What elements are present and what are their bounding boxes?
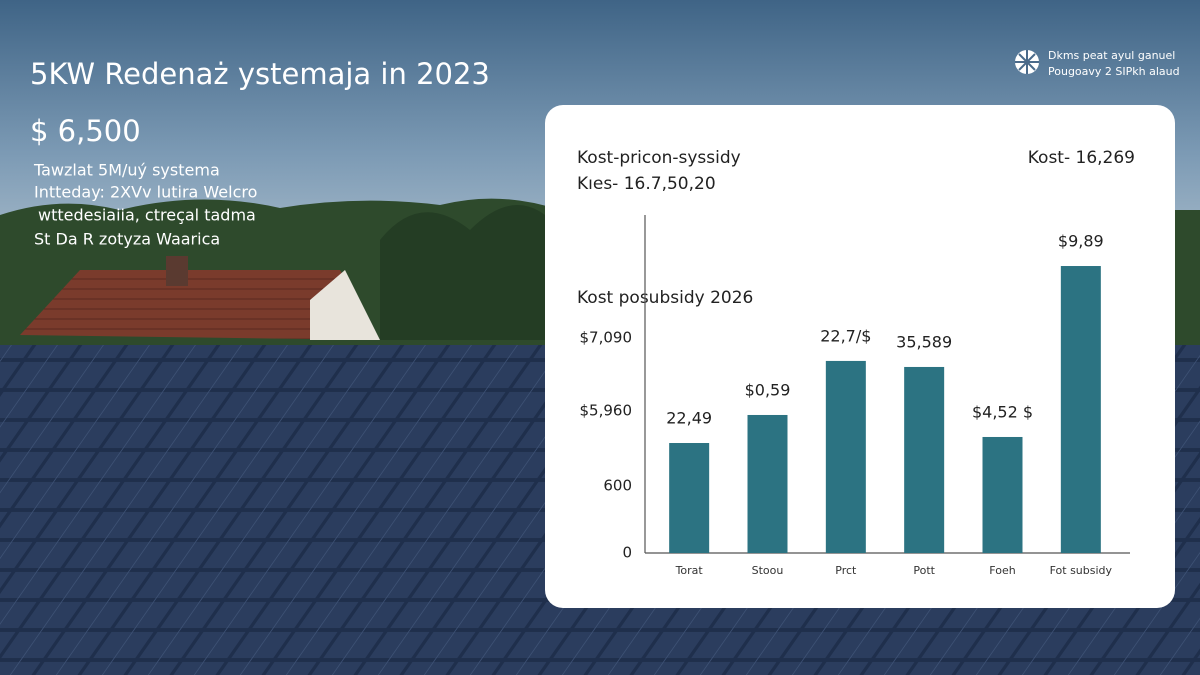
roof bbox=[20, 270, 380, 340]
bar bbox=[982, 436, 1023, 553]
house-wall bbox=[310, 270, 380, 340]
y-tick-label: $5,960 bbox=[580, 402, 633, 420]
chimney bbox=[166, 256, 188, 286]
logo-text: Pougoavy 2 SIPkh alaud bbox=[1048, 65, 1180, 78]
bar-label: $9,89 bbox=[1058, 232, 1104, 251]
x-tick-label: Prct bbox=[835, 564, 857, 577]
hero-line: wttedesiaiia, ctreçal tadma bbox=[38, 206, 256, 225]
chart-annotation: Kost posubsidy 2026 bbox=[577, 288, 753, 308]
bar bbox=[1060, 266, 1101, 553]
bar-label: 22,49 bbox=[666, 409, 712, 428]
x-tick-label: Fot subsidy bbox=[1050, 564, 1113, 577]
hero-line: Tawzlat 5M/uý systema bbox=[33, 161, 220, 180]
hero-price: $ 6,500 bbox=[30, 114, 141, 148]
chart-title: Kost-pricon-syssidy bbox=[577, 148, 741, 168]
chart-total: Kost- 16,269 bbox=[1028, 148, 1135, 168]
bar bbox=[825, 360, 866, 553]
logo-icon bbox=[1015, 50, 1039, 74]
x-tick-label: Pott bbox=[913, 564, 935, 577]
bar-label: $0,59 bbox=[745, 380, 791, 399]
x-tick-label: Foeh bbox=[989, 564, 1015, 577]
bar bbox=[747, 414, 788, 553]
bar-label: 35,589 bbox=[896, 332, 952, 351]
bar bbox=[904, 366, 945, 553]
y-tick-label: 0 bbox=[622, 544, 632, 562]
trees bbox=[380, 205, 560, 340]
chart-subtitle: Kıes- 16.7,50,20 bbox=[577, 174, 716, 194]
x-tick-label: Torat bbox=[675, 564, 704, 577]
y-tick-label: 600 bbox=[603, 477, 632, 495]
y-tick-label: $7,090 bbox=[580, 329, 633, 347]
bar-label: 22,7/$ bbox=[820, 326, 871, 345]
bar bbox=[669, 443, 710, 553]
hero-line: St Da R zotyza Waarica bbox=[34, 230, 220, 249]
logo-text: Dkms peat ayul ganuel bbox=[1048, 49, 1175, 62]
hero-line: Intteday: 2XVv lutira Welcro bbox=[34, 183, 257, 202]
bar-label: $4,52 $ bbox=[972, 402, 1033, 421]
hero-title: 5KW Redenaż ystemaja in 2023 bbox=[30, 57, 490, 91]
x-tick-label: Stoou bbox=[752, 564, 784, 577]
